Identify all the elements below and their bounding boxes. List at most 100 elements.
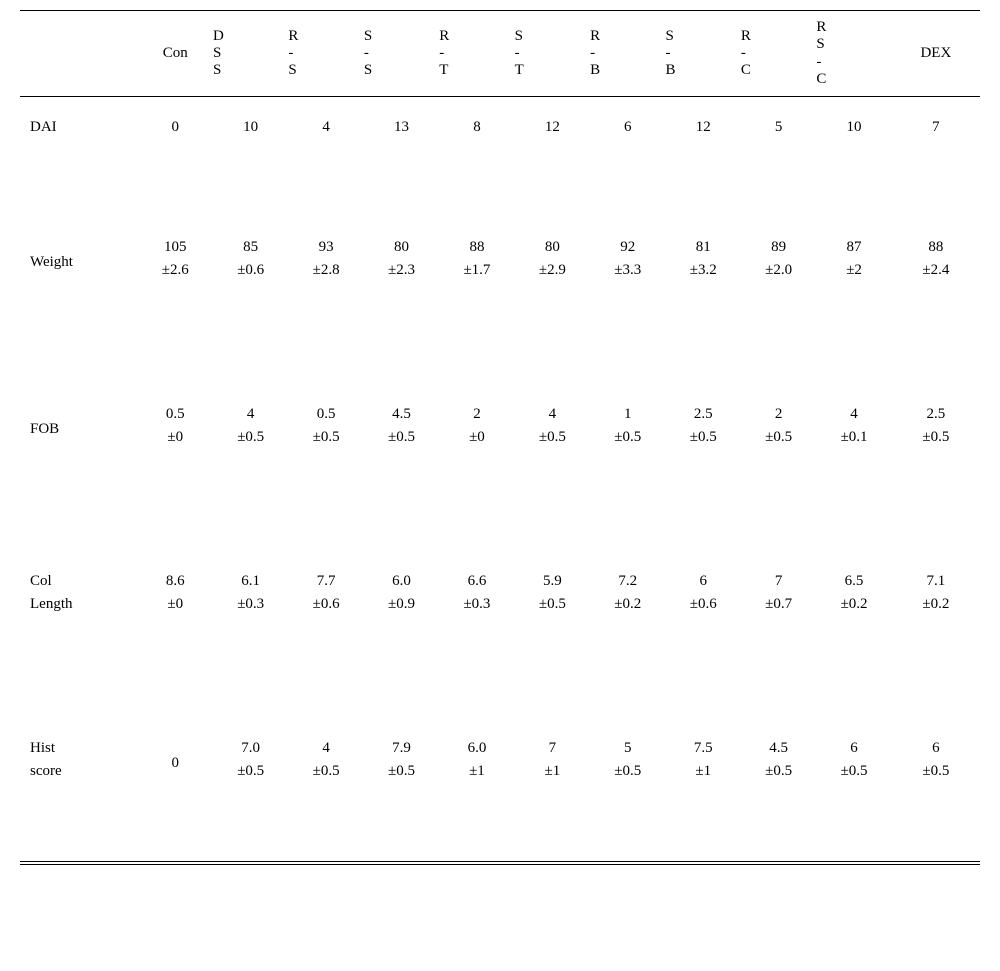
cell: ±0.5 xyxy=(590,757,665,786)
header-blank xyxy=(20,11,138,97)
cell: ±0 xyxy=(439,423,514,452)
cell: ±0 xyxy=(138,423,213,452)
table-row: Col 8.6 6.1 7.7 6.0 6.6 5.9 7.2 6 7 6.5 … xyxy=(20,567,980,590)
cell: 105 xyxy=(138,233,213,256)
cell: ±0.5 xyxy=(364,757,439,786)
cell: ±1.7 xyxy=(439,256,514,285)
cell: 13 xyxy=(364,97,439,159)
cell: 5 xyxy=(741,97,816,159)
row-label: score xyxy=(20,757,138,786)
data-table: Con D S S R - S S - S R - T S - T R - B … xyxy=(20,10,980,865)
cell: ±2.8 xyxy=(288,256,363,285)
cell: 6.6 xyxy=(439,567,514,590)
cell: 7.2 xyxy=(590,567,665,590)
col-header: Con xyxy=(138,11,213,97)
cell: 0 xyxy=(138,97,213,159)
cell: ±2.0 xyxy=(741,256,816,285)
cell: ±0.2 xyxy=(590,590,665,619)
cell: 6.0 xyxy=(439,734,514,757)
cell: 6 xyxy=(816,734,891,757)
cell: ±0.5 xyxy=(213,423,288,452)
col-header: R - S xyxy=(288,11,363,97)
cell: 7 xyxy=(515,734,590,757)
cell: 4 xyxy=(515,400,590,423)
table-row: Length ±0 ±0.3 ±0.6 ±0.9 ±0.3 ±0.5 ±0.2 … xyxy=(20,590,980,619)
cell: ±0.5 xyxy=(892,423,980,452)
cell: 12 xyxy=(666,97,741,159)
col-header: R - C xyxy=(741,11,816,97)
cell: ±0.5 xyxy=(666,423,741,452)
cell: 88 xyxy=(439,233,514,256)
cell: ±0.5 xyxy=(213,757,288,786)
cell: 6 xyxy=(892,734,980,757)
cell: 80 xyxy=(515,233,590,256)
cell: 89 xyxy=(741,233,816,256)
table-row: Hist 0 7.0 4 7.9 6.0 7 5 7.5 4.5 6 6 xyxy=(20,734,980,757)
cell: 4 xyxy=(816,400,891,423)
cell: 4 xyxy=(288,97,363,159)
cell: 7.5 xyxy=(666,734,741,757)
cell: 2 xyxy=(439,400,514,423)
cell: 87 xyxy=(816,233,891,256)
cell: 7.0 xyxy=(213,734,288,757)
cell: 12 xyxy=(515,97,590,159)
cell: ±3.3 xyxy=(590,256,665,285)
cell: ±0.9 xyxy=(364,590,439,619)
cell: 10 xyxy=(213,97,288,159)
cell: ±2.3 xyxy=(364,256,439,285)
row-label: Hist xyxy=(20,734,138,757)
cell: ±0.3 xyxy=(213,590,288,619)
col-header: S - S xyxy=(364,11,439,97)
cell: 85 xyxy=(213,233,288,256)
cell: 80 xyxy=(364,233,439,256)
cell: 10 xyxy=(816,97,891,159)
cell: 6.1 xyxy=(213,567,288,590)
cell: ±3.2 xyxy=(666,256,741,285)
col-header: S - T xyxy=(515,11,590,97)
cell: ±0.5 xyxy=(288,423,363,452)
cell: ±0.5 xyxy=(741,757,816,786)
table-row: ±0 ±0.5 ±0.5 ±0.5 ±0 ±0.5 ±0.5 ±0.5 ±0.5… xyxy=(20,423,980,452)
cell: 2.5 xyxy=(892,400,980,423)
cell: 0 xyxy=(138,734,213,786)
cell: ±0.5 xyxy=(741,423,816,452)
cell: ±0.1 xyxy=(816,423,891,452)
cell: 5.9 xyxy=(515,567,590,590)
col-header: R - T xyxy=(439,11,514,97)
cell: ±2.9 xyxy=(515,256,590,285)
col-header: D S S xyxy=(213,11,288,97)
cell: ±0 xyxy=(138,590,213,619)
table-row: Weight 105 85 93 80 88 80 92 81 89 87 88 xyxy=(20,233,980,256)
cell: 4.5 xyxy=(364,400,439,423)
row-label: Length xyxy=(20,590,138,619)
cell: ±0.6 xyxy=(213,256,288,285)
cell: 6.5 xyxy=(816,567,891,590)
cell: ±2.6 xyxy=(138,256,213,285)
cell: 93 xyxy=(288,233,363,256)
cell: ±0.6 xyxy=(288,590,363,619)
cell: 7.9 xyxy=(364,734,439,757)
cell: ±0.5 xyxy=(515,590,590,619)
cell: ±2 xyxy=(816,256,891,285)
cell: 4 xyxy=(288,734,363,757)
cell: 4 xyxy=(213,400,288,423)
cell: 81 xyxy=(666,233,741,256)
col-header: S - B xyxy=(666,11,741,97)
cell: ±0.5 xyxy=(364,423,439,452)
cell: ±0.5 xyxy=(816,757,891,786)
col-header: R - B xyxy=(590,11,665,97)
cell: 8 xyxy=(439,97,514,159)
cell: ±0.3 xyxy=(439,590,514,619)
row-label: DAI xyxy=(20,97,138,159)
cell: ±0.5 xyxy=(590,423,665,452)
cell: 7 xyxy=(892,97,980,159)
col-header: DEX xyxy=(892,11,980,97)
cell: ±0.5 xyxy=(288,757,363,786)
cell: 2 xyxy=(741,400,816,423)
cell: 6 xyxy=(666,567,741,590)
cell: 88 xyxy=(892,233,980,256)
cell: ±0.6 xyxy=(666,590,741,619)
table-row: DAI 0 10 4 13 8 12 6 12 5 10 7 xyxy=(20,97,980,159)
cell: ±0.2 xyxy=(816,590,891,619)
cell: ±1 xyxy=(515,757,590,786)
